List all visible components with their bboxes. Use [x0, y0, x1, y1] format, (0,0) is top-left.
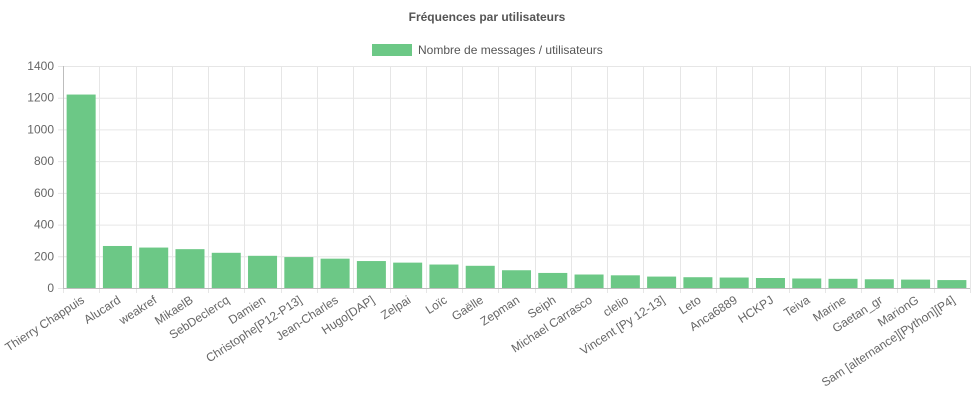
x-tick-label: Thierry Chappuis: [3, 293, 87, 355]
y-tick-label: 1200: [27, 91, 54, 105]
bar[interactable]: [755, 278, 785, 288]
y-tick-label: 800: [34, 154, 54, 168]
bar[interactable]: [139, 247, 169, 288]
bar[interactable]: [393, 262, 423, 288]
bar[interactable]: [284, 257, 314, 288]
x-tick-label: Loïc: [423, 293, 450, 317]
bar[interactable]: [66, 94, 96, 289]
legend-label[interactable]: Nombre de messages / utilisateurs: [418, 43, 603, 57]
x-tick-label: Alucard: [81, 293, 123, 327]
x-axis-ticks: Thierry ChappuisAlucardweakrefMikaelBSeb…: [3, 292, 958, 389]
legend[interactable]: Nombre de messages / utilisateurs: [372, 43, 603, 57]
bar[interactable]: [610, 275, 640, 288]
gridlines: [58, 66, 971, 293]
x-tick-label: Teiva: [781, 293, 812, 320]
bar[interactable]: [719, 277, 749, 288]
y-axis-ticks: 0 200 400 600 800 1000 1200 1400: [27, 59, 54, 295]
bar[interactable]: [683, 277, 713, 288]
bar[interactable]: [320, 258, 350, 288]
bar[interactable]: [574, 274, 604, 288]
bar[interactable]: [501, 270, 532, 288]
bar[interactable]: [248, 255, 278, 288]
bar[interactable]: [901, 279, 931, 288]
x-tick-label: weakref: [116, 292, 160, 328]
bar[interactable]: [937, 280, 967, 288]
bar[interactable]: [864, 279, 894, 288]
y-tick-label: 1000: [27, 122, 54, 136]
bar[interactable]: [465, 265, 495, 288]
x-tick-label: HCKPJ: [735, 293, 776, 326]
y-tick-label: 1400: [27, 59, 54, 73]
y-tick-label: 200: [34, 249, 54, 263]
bar[interactable]: [429, 264, 459, 288]
y-tick-label: 0: [47, 281, 54, 295]
bars: [66, 94, 967, 289]
bar[interactable]: [538, 272, 568, 288]
bar[interactable]: [792, 278, 822, 288]
bar[interactable]: [102, 245, 132, 288]
x-tick-label: Zelpai: [378, 293, 413, 323]
x-tick-label: Zepman: [478, 293, 523, 329]
bar[interactable]: [828, 278, 858, 288]
bar[interactable]: [356, 261, 386, 288]
y-tick-label: 600: [34, 186, 54, 200]
chart-title: Fréquences par utilisateurs: [409, 10, 566, 24]
y-tick-label: 400: [34, 218, 54, 232]
bar[interactable]: [647, 276, 677, 288]
legend-swatch[interactable]: [372, 44, 412, 56]
bar[interactable]: [175, 249, 205, 288]
bar[interactable]: [211, 252, 241, 288]
